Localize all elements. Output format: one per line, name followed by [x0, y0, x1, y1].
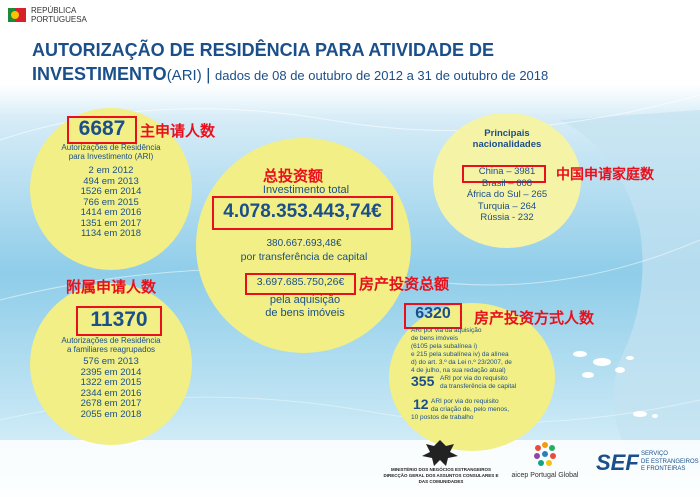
portugal-emblem-icon [8, 6, 28, 24]
family-label: Autorizações de Residência a familiares … [61, 336, 161, 354]
realestate-amount: 3.697.685.750,26€ [256, 276, 345, 288]
year-item: 2395 em 2014 [80, 366, 142, 378]
nationalities-title: Principais nacionalidades [472, 128, 542, 150]
year-item: 2678 em 2017 [80, 398, 142, 409]
year-item: 2344 em 2016 [80, 387, 142, 399]
investment-total-highlight [212, 196, 393, 230]
capital-label: ARI por via do requisito da transferênci… [440, 375, 517, 390]
methods-description: ARI por via da aquisição de bens imóveis… [411, 327, 512, 374]
china-highlight [462, 165, 546, 183]
investment-annotation: 总投资额 [263, 167, 324, 185]
aicep-logo-icon [534, 442, 556, 466]
year-item: 1322 em 2015 [80, 377, 142, 388]
ministry-text: MINISTÉRIO DOS NEGÓCIOS ESTRANGEIROS DIR… [383, 467, 499, 484]
sef-logo: SEF [596, 450, 639, 475]
page-title: AUTORIZAÇÃO DE RESIDÊNCIA PARA ATIVIDADE… [32, 40, 495, 60]
main-applicants-circle [30, 108, 192, 270]
nationalities-circle [433, 113, 581, 248]
jobs-label: ARI por via do requisito da criação de, … [411, 398, 510, 421]
nationalities-list: China – 3981 Brasil – 608 África do Sul … [445, 166, 569, 224]
main-applicants-highlight [67, 116, 137, 144]
year-item: 2 em 2012 [88, 165, 134, 176]
nationality-item: Brasil – 608 [481, 177, 533, 189]
realestate-annotation: 房产投资总额 [359, 275, 450, 293]
year-item: 1526 em 2014 [80, 186, 142, 197]
realestate-label: pela aquisição de bens imóveis [265, 294, 345, 319]
nationality-item: China – 3981 [478, 166, 536, 177]
capital-count: 355 [411, 373, 435, 389]
ministry-emblem-icon [422, 440, 458, 466]
nationality-item: Turquia – 264 [477, 200, 537, 212]
methods-annotation: 房产投资方式人数 [474, 309, 595, 327]
year-item: 494 em 2013 [83, 175, 139, 187]
transfer-amount: 380.667.693,48€ [266, 238, 342, 249]
investment-label: Investimento total [262, 184, 350, 196]
islands-map-icon [573, 351, 658, 418]
methods-highlight [404, 303, 462, 329]
republic-logo-text: REPÚBLICA PORTUGUESA [31, 6, 87, 24]
year-item: 576 em 2013 [83, 356, 139, 367]
date-range: dados de 08 de outubro de 2012 a 31 de o… [215, 68, 549, 83]
main-applicants-count: 6687 [78, 117, 126, 140]
transfer-label: por transferência de capital [240, 251, 368, 263]
year-item: 1414 em 2016 [80, 207, 142, 218]
family-years: 576 em 2013 2395 em 2014 1322 em 2015 23… [44, 356, 178, 420]
methods-count: 6320 [415, 305, 451, 322]
investment-total: 4.078.353.443,74€ [223, 201, 382, 222]
realestate-highlight [245, 273, 356, 295]
page-subtitle: INVESTIMENTO(ARI) | dados de 08 de outub… [32, 64, 549, 84]
main-applicants-label: Autorizações de Residência para Investim… [61, 143, 161, 161]
family-highlight [76, 306, 162, 336]
main-applicants-annotation: 主申请人数 [140, 122, 216, 140]
year-item: 2055 em 2018 [80, 408, 142, 420]
family-annotation: 附属申请人数 [66, 278, 157, 296]
year-item: 1351 em 2017 [80, 217, 142, 229]
aicep-logo-text: aicep Portugal Global [511, 472, 579, 479]
nationality-item: África do Sul – 265 [466, 189, 548, 200]
main-applicants-years: 2 em 2012 494 em 2013 1526 em 2014 766 e… [44, 165, 178, 240]
family-circle [30, 283, 192, 445]
investment-circle [196, 138, 411, 353]
jobs-count: 12 [413, 396, 429, 412]
year-item: 766 em 2015 [83, 196, 139, 208]
sef-logo-text: SERVIÇO DE ESTRANGEIROS E FRONTEIRAS [641, 451, 699, 472]
nationality-item: Rússia - 232 [480, 212, 534, 223]
china-annotation: 中国申请家庭数 [556, 167, 654, 183]
year-item: 1134 em 2018 [80, 228, 142, 239]
family-count: 11370 [90, 308, 148, 331]
